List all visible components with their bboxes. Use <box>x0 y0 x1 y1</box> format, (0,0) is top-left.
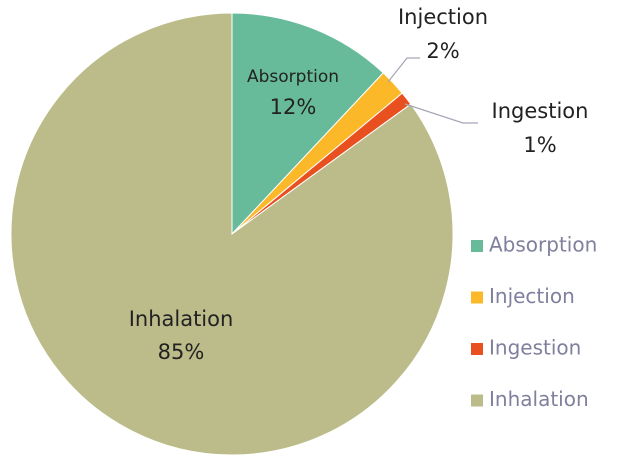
legend-label: Injection <box>489 284 575 308</box>
pie-slice <box>10 12 454 455</box>
data-label-name: Inhalation <box>129 307 234 331</box>
data-label-value: 12% <box>270 95 317 119</box>
legend-label: Ingestion <box>489 336 581 360</box>
data-label-name: Injection <box>398 5 488 29</box>
data-label-name: Ingestion <box>492 99 589 123</box>
data-label-name: Absorption <box>247 67 339 87</box>
data-label-value: 1% <box>523 133 556 157</box>
legend-label: Inhalation <box>489 387 589 411</box>
legend-swatch <box>471 240 483 252</box>
leader-line <box>404 103 478 124</box>
legend-swatch <box>471 291 483 304</box>
legend-swatch <box>471 394 483 407</box>
data-label-value: 85% <box>158 340 205 364</box>
pie-slice <box>231 12 384 236</box>
legend-label: Absorption <box>489 233 597 257</box>
leader-line <box>387 57 420 83</box>
data-label-value: 2% <box>426 39 459 63</box>
legend-swatch <box>471 343 483 355</box>
